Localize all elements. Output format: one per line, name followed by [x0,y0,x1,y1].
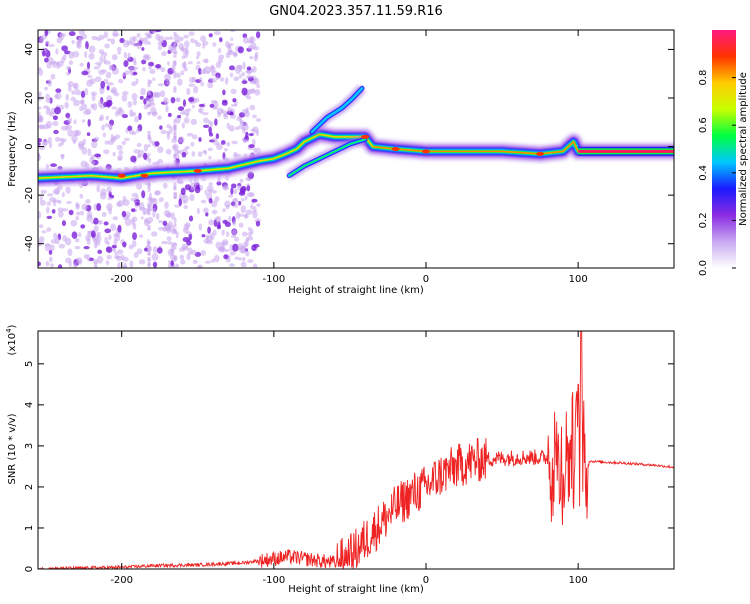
colorbar-label: Normalized spectral amplitude [738,72,749,226]
y-tick-label: 5 [24,361,35,367]
x-tick-label: 100 [569,575,588,586]
spectrogram-hotspots [117,134,545,178]
y-tick-label: 4 [24,402,35,408]
colorbar-tick-label: 0.2 [698,212,709,228]
colorbar-tick-label: 0.6 [698,117,709,133]
figure-title: GN04.2023.357.11.59.R16 [269,4,443,19]
x-tick-label: -100 [262,575,285,586]
y-tick-label: 20 [24,92,35,105]
snr-frame [37,330,675,570]
colorbar-tick-label: 0.0 [698,260,709,276]
colorbar-gradient [712,30,736,268]
x-tick-label: -200 [110,274,133,285]
y-tick-label: 2 [24,484,35,490]
snr-xlabel: Height of straight line (km) [288,584,424,595]
y-tick-label: 1 [24,525,35,531]
snr-series-line [38,331,674,569]
spectrogram-ylabel: Frequency (Hz) [7,111,18,187]
snr-panel: -200 -100 0 100 0 1 2 3 4 5 Height of straight li… [5,324,675,595]
y-tick-label: -20 [24,187,35,203]
colorbar-tick-label: 0.4 [698,165,709,181]
snr-multiplier: (x104) [5,324,18,355]
y-tick-label: 3 [24,443,35,449]
spectrogram-lower-branch [286,134,368,180]
spectrogram-area [38,30,674,268]
x-tick-label: 100 [569,274,588,285]
x-tick-label: 0 [423,274,429,285]
snr-area [38,331,674,569]
colorbar-tick-label: 0.8 [698,70,709,86]
x-tick-label: -200 [110,575,133,586]
spectrogram-upper-branch [308,84,366,136]
y-tick-label: 0 [24,143,35,149]
x-tick-label: 0 [423,575,429,586]
x-tick-label: -100 [262,274,285,285]
colorbar-ticks: 0.0 0.2 0.4 0.6 0.8 [698,70,736,276]
y-tick-label: 40 [24,43,35,56]
spectrogram-noise [38,30,261,268]
y-tick-label: 0 [24,566,35,572]
colorbar: 0.0 0.2 0.4 0.6 0.8 Normalized spectral ampl… [698,30,749,276]
spectrogram-xlabel: Height of straight line (km) [288,285,424,296]
spectrogram-frame [37,29,675,269]
y-tick-label: -40 [24,236,35,252]
snr-ylabel: SNR (10 * v/v) [7,413,18,484]
snr-ticks: -200 -100 0 100 0 1 2 3 4 5 [24,331,674,586]
